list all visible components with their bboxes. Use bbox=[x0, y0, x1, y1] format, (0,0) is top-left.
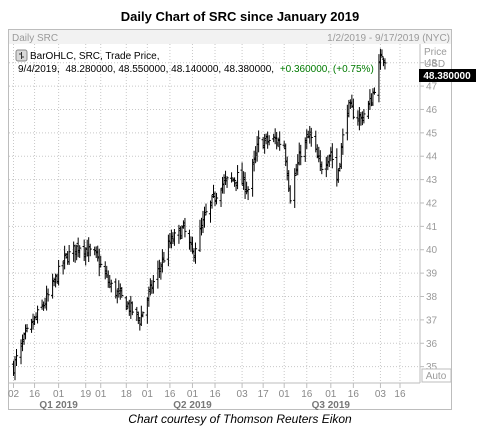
y-tick-label: 48 bbox=[426, 58, 438, 69]
x-tick-label: 03 bbox=[375, 389, 387, 400]
x-tick-label: 16 bbox=[301, 389, 313, 400]
x-tick-label: 17 bbox=[258, 389, 270, 400]
ohlc-bar bbox=[232, 177, 237, 187]
y-tick-label: 40 bbox=[426, 245, 438, 256]
quarter-label: Q1 2019 bbox=[39, 400, 78, 411]
ohlc-bar bbox=[99, 255, 103, 268]
x-tick-label: 01 bbox=[279, 389, 291, 400]
x-tick-label: 01 bbox=[325, 389, 337, 400]
ohlc-bar bbox=[351, 98, 355, 120]
x-tick-label: 01 bbox=[187, 389, 199, 400]
ohlc-bar bbox=[120, 287, 124, 298]
ohlc-bar bbox=[57, 259, 61, 286]
x-tick-label: 16 bbox=[29, 389, 41, 400]
ohlc-bar bbox=[288, 185, 292, 204]
x-tick-label: 02 bbox=[8, 389, 20, 400]
chart-frame bbox=[8, 29, 452, 410]
ohlc-bar bbox=[204, 203, 208, 216]
auto-scale-button[interactable] bbox=[421, 368, 452, 383]
ohlc-bar bbox=[320, 161, 324, 175]
ohlc-bar bbox=[246, 186, 250, 201]
ohlc-bar bbox=[162, 251, 166, 263]
current-price-value: 48.380000 bbox=[423, 71, 471, 82]
y-tick-labels: 35 36 37 38 39 40 41 42 43 44 45 46 47 48 bbox=[426, 58, 438, 373]
ohlc-bar bbox=[309, 127, 313, 147]
x-tick-labels: 02 16 01 19 01 18 01 16 01 16 03 17 01 16 01 16 03 16 bbox=[8, 389, 406, 400]
x-tick-label: 18 bbox=[121, 389, 133, 400]
x-tick-label: 16 bbox=[164, 389, 176, 400]
ohlc-bar bbox=[183, 217, 187, 238]
ohlc-bar bbox=[330, 143, 334, 169]
price-axis-label: Price bbox=[424, 47, 447, 58]
ohlc-bar bbox=[257, 130, 261, 153]
ohlc-bar bbox=[151, 274, 155, 294]
grid bbox=[9, 44, 424, 388]
auto-scale-label: Auto bbox=[426, 371, 447, 382]
ohlc-bar bbox=[235, 165, 240, 190]
ohlc-bar bbox=[299, 144, 303, 166]
y-tick-label: 37 bbox=[426, 315, 438, 326]
ohlc-bar bbox=[225, 176, 229, 188]
ohlc-bar bbox=[46, 288, 50, 302]
chart-title: Daily Chart of SRC since January 2019 bbox=[120, 9, 360, 24]
quarter-labels: Q1 2019 Q2 2019 Q3 2019 bbox=[39, 400, 350, 411]
x-tick-label: 19 bbox=[80, 389, 92, 400]
x-tick-label: 03 bbox=[237, 389, 249, 400]
ohlc-bar bbox=[124, 295, 128, 311]
current-price-marker bbox=[419, 69, 476, 82]
ohlc-bars bbox=[11, 48, 387, 381]
ohlc-bar bbox=[35, 305, 40, 324]
legend-date: 9/4/2019, bbox=[18, 64, 60, 75]
ohlc-bar bbox=[341, 128, 345, 155]
legend-icon bbox=[15, 49, 28, 62]
ohlc-bar bbox=[109, 279, 113, 293]
legend-change: +0.360000, (+0.75%) bbox=[280, 64, 374, 75]
y-tick-label: 39 bbox=[426, 269, 438, 280]
ohlc-bar bbox=[362, 109, 366, 124]
y-tick-label: 46 bbox=[426, 105, 438, 116]
ohlc-bar bbox=[88, 243, 92, 257]
y-tick-label: 44 bbox=[426, 152, 438, 163]
header-strip bbox=[9, 30, 451, 44]
x-tick-label: 16 bbox=[394, 389, 406, 400]
x-tick-label: 16 bbox=[209, 389, 221, 400]
ohlc-bar bbox=[78, 245, 82, 258]
x-tick-label: 01 bbox=[95, 389, 107, 400]
ohlc-bar bbox=[193, 242, 198, 264]
price-axis-unit: USD bbox=[424, 59, 445, 70]
ohlc-bar bbox=[130, 301, 134, 316]
y-tick-label: 41 bbox=[426, 222, 438, 233]
y-tick-label: 43 bbox=[426, 175, 438, 186]
chart-caption: Chart courtesy of Thomson Reuters Eikon bbox=[128, 412, 352, 426]
ohlc-bar bbox=[267, 135, 271, 146]
ohlc-bar bbox=[141, 311, 145, 318]
ohlc-bar bbox=[214, 192, 219, 205]
quarter-label: Q2 2019 bbox=[173, 400, 212, 411]
ohlc-bar bbox=[372, 87, 377, 95]
y-tick-label: 38 bbox=[426, 292, 438, 303]
y-tick-label: 36 bbox=[426, 339, 438, 350]
y-tick-label: 35 bbox=[426, 362, 438, 373]
x-tick-label: 01 bbox=[53, 389, 65, 400]
x-tick-label: 16 bbox=[348, 389, 360, 400]
y-tick-label: 45 bbox=[426, 128, 438, 139]
legend-ohlc: 48.280000, 48.550000, 48.140000, 48.3800… bbox=[66, 64, 275, 75]
x-tick-label: 01 bbox=[142, 389, 154, 400]
y-tick-label: 47 bbox=[426, 82, 438, 93]
header-date-range: 1/2/2019 - 9/17/2019 (NYC) bbox=[327, 33, 450, 44]
quarter-label: Q3 2019 bbox=[312, 400, 351, 411]
legend-series-label: BarOHLC, SRC, Trade Price, bbox=[30, 51, 159, 62]
y-tick-label: 42 bbox=[426, 198, 438, 209]
ohlc-bar bbox=[278, 131, 282, 151]
ohlc-bar bbox=[67, 244, 71, 265]
ohlc-bar bbox=[25, 324, 29, 333]
legend-ohlc-values: 9/4/2019, 48.280000, 48.550000, 48.14000… bbox=[18, 64, 374, 75]
ohlc-bar bbox=[383, 58, 387, 70]
header-left-label: Daily SRC bbox=[12, 33, 58, 44]
ohlc-bar bbox=[380, 49, 384, 58]
ohlc-bar bbox=[172, 228, 177, 246]
ohlc-bar bbox=[14, 348, 19, 367]
